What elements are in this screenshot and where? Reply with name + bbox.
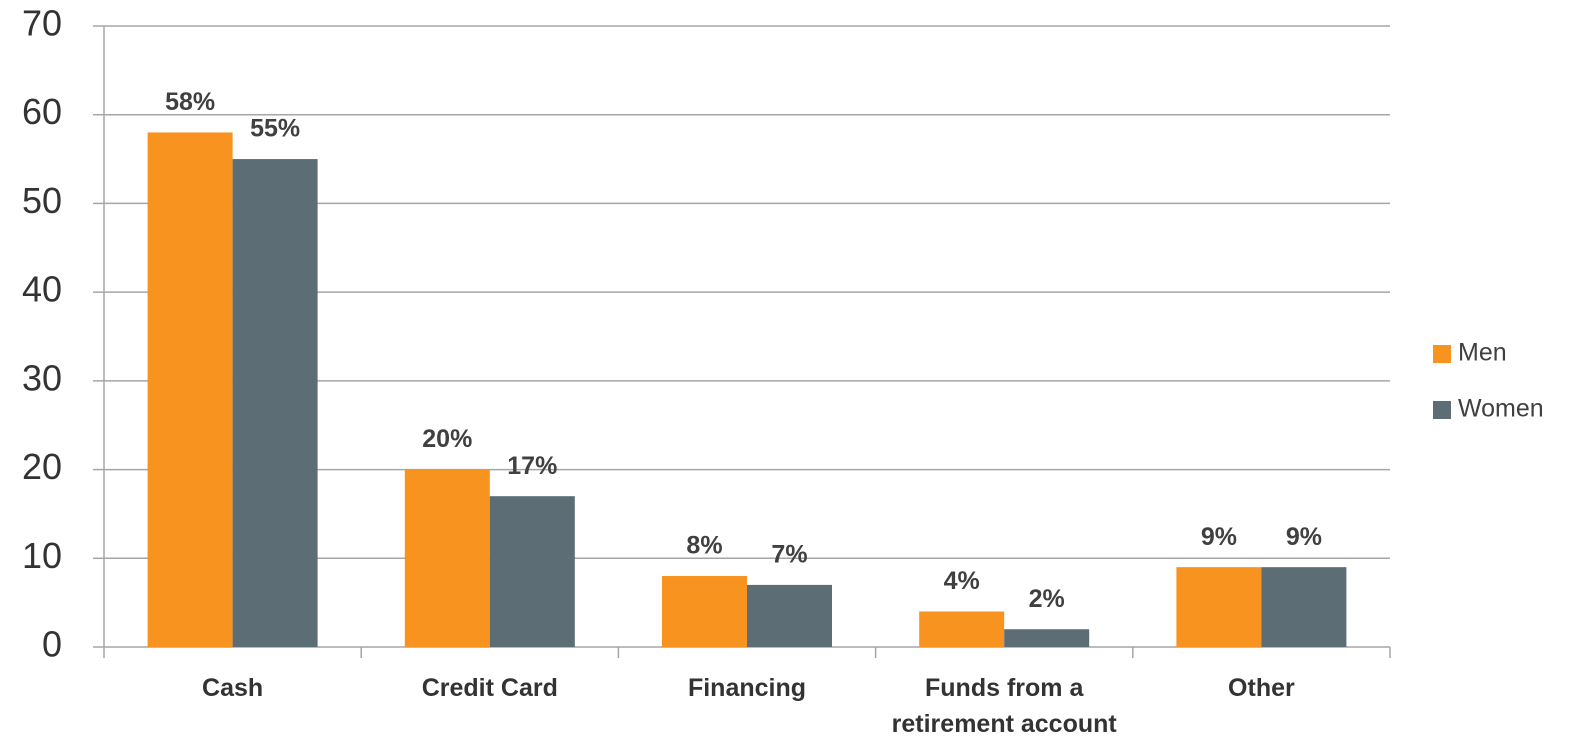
bar [747,584,832,647]
legend-swatch [1433,401,1451,419]
x-tick-label: Financing [687,674,807,702]
legend-label: Men [1458,339,1507,367]
data-label: 8% [686,532,722,560]
legend-swatch [1433,345,1451,363]
y-tick-label: 50 [22,180,62,221]
y-tick-label: 20 [22,446,62,487]
x-tick-label: Credit Card [421,674,558,702]
data-label: 58% [165,88,215,116]
data-label: 4% [944,567,980,595]
bar [232,159,318,648]
y-tick-label: 30 [22,357,62,398]
legend-label: Women [1458,395,1544,423]
data-label: 9% [1201,523,1237,551]
y-tick-label: 10 [22,535,62,576]
data-label: 17% [507,452,557,480]
data-label: 9% [1286,523,1322,551]
bar [404,469,490,647]
data-label: 55% [250,115,300,143]
data-label: 20% [422,425,472,453]
data-label: 2% [1029,585,1065,613]
y-tick-label: 40 [22,269,62,310]
x-tick-label: Other [1228,674,1295,702]
y-tick-label: 60 [22,91,62,132]
bar [147,132,233,647]
x-tick-label: Cash [202,674,264,702]
data-label: 7% [771,541,807,569]
y-tick-label: 0 [42,624,62,665]
x-tick-label: Funds from a retirement account [891,674,1117,738]
y-tick-label: 70 [22,3,62,44]
bar [1261,567,1347,647]
bar [1176,567,1262,647]
bar [489,496,575,647]
bar [662,576,747,647]
bar [1004,629,1090,647]
bar [919,611,1005,647]
